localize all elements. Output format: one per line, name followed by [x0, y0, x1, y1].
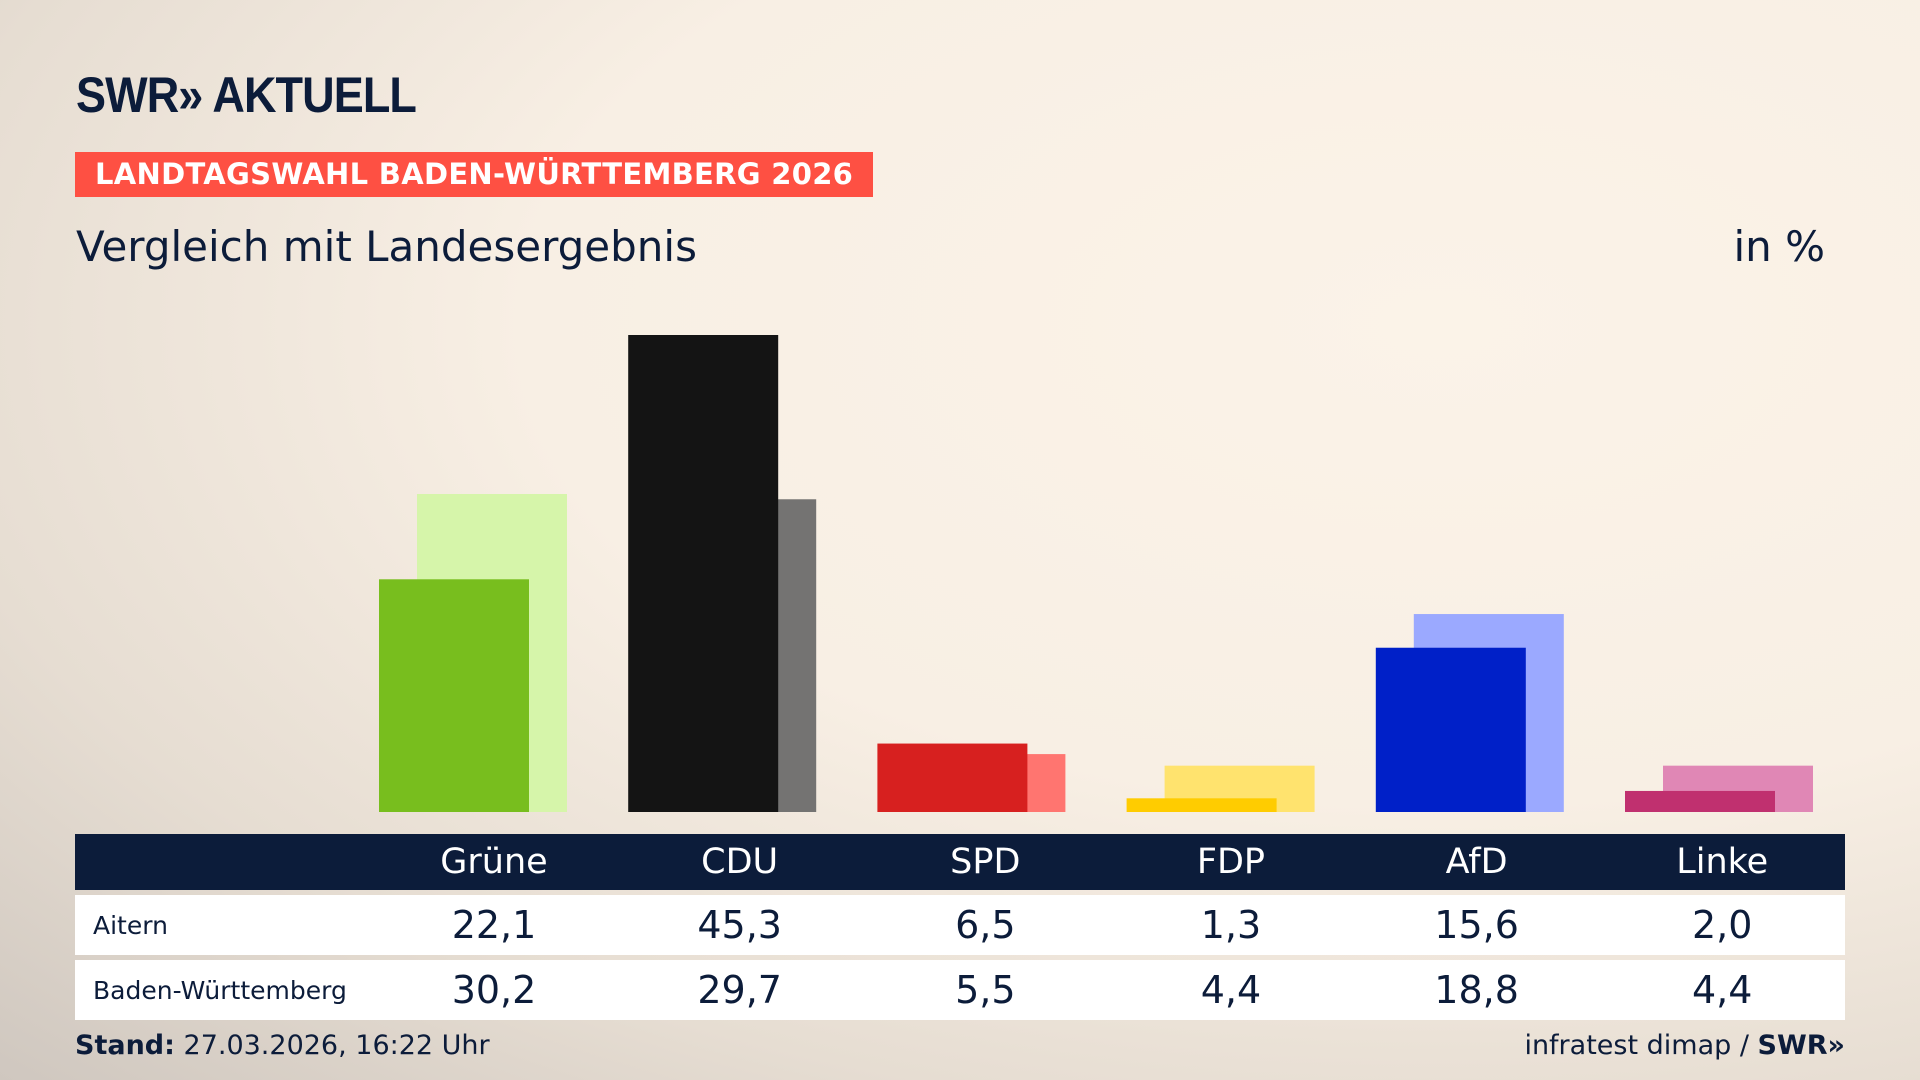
- col-header: FDP: [1196, 842, 1266, 882]
- value-cell: 18,8: [1434, 968, 1519, 1012]
- swr-logo: SWR»: [1757, 1030, 1845, 1061]
- bar-afd-aitern: [1375, 647, 1526, 812]
- value-cell: 4,4: [1200, 968, 1262, 1012]
- election-banner: LANDTAGSWAHL BADEN-WÜRTTEMBERG 2026: [75, 152, 874, 197]
- col-header: Grüne: [440, 842, 548, 882]
- source: infratest dimap / SWR»: [1524, 1030, 1845, 1061]
- value-cell: 15,6: [1434, 903, 1519, 947]
- value-cell: 4,4: [1691, 968, 1753, 1012]
- row-label: Baden-Württemberg: [93, 975, 347, 1005]
- col-header: SPD: [950, 842, 1021, 882]
- col-header: Linke: [1676, 842, 1769, 882]
- bar-grüne-aitern: [379, 579, 529, 812]
- swr-aktuell-logo: SWR» AKTUELL: [76, 67, 417, 123]
- results-table: Grüne CDU SPD FDP AfD Linke Aitern 22,1 …: [75, 834, 1845, 1020]
- table-header: Grüne CDU SPD FDP AfD Linke: [75, 834, 1845, 890]
- bar-fdp-aitern: [1126, 798, 1277, 812]
- bar-linke-aitern: [1625, 790, 1775, 812]
- bar-cdu-aitern: [628, 335, 779, 812]
- value-cell: 6,5: [955, 903, 1016, 947]
- timestamp: Stand: 27.03.2026, 16:22 Uhr: [75, 1030, 490, 1061]
- value-cell: 30,2: [451, 968, 537, 1012]
- value-cell: 45,3: [697, 903, 782, 947]
- table-row: Baden-Württemberg 30,2 29,7 5,5 4,4 18,8…: [75, 960, 1845, 1020]
- table-row: Aitern 22,1 45,3 6,5 1,3 15,6 2,0: [75, 895, 1845, 955]
- value-cell: 5,5: [955, 968, 1016, 1012]
- row-label: Aitern: [93, 910, 168, 940]
- value-cell: 29,7: [697, 968, 782, 1012]
- chart-subtitle: Vergleich mit Landesergebnis: [76, 222, 697, 271]
- col-header: AfD: [1445, 842, 1508, 882]
- col-header: CDU: [701, 842, 779, 882]
- value-cell: 22,1: [451, 903, 537, 947]
- bar-spd-aitern: [877, 743, 1028, 812]
- value-cell: 2,0: [1691, 903, 1753, 947]
- value-cell: 1,3: [1200, 903, 1262, 947]
- unit-label: in %: [1733, 222, 1825, 271]
